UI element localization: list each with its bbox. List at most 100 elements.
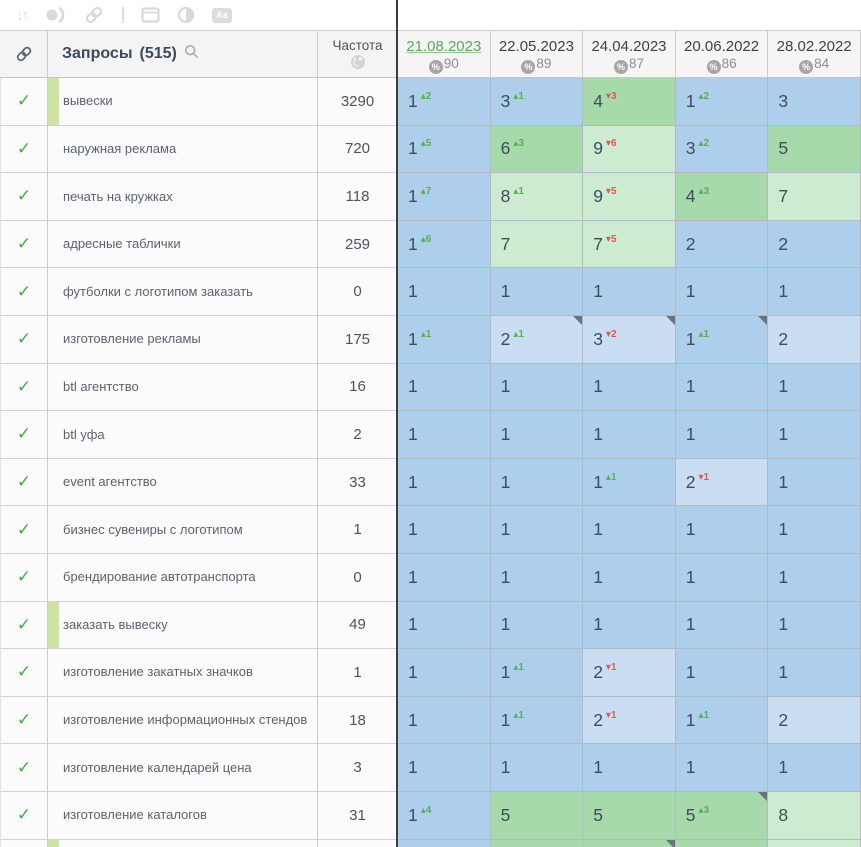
- position-cell[interactable]: 1: [490, 458, 584, 507]
- position-cell[interactable]: 31: [490, 78, 584, 126]
- date-link[interactable]: 21.08.2023: [406, 38, 482, 55]
- keyword-checkbox[interactable]: [0, 696, 48, 745]
- date-column-header[interactable]: 24.04.2023 87: [583, 31, 676, 77]
- position-cell[interactable]: 43: [583, 78, 676, 126]
- header-frequency-cell[interactable]: Частота: [318, 31, 398, 77]
- position-cell[interactable]: 1: [675, 506, 769, 554]
- position-cell[interactable]: 11: [675, 315, 769, 364]
- keyword-cell[interactable]: наружная реклама: [48, 125, 318, 174]
- sort-icon[interactable]: ↓↑: [16, 6, 29, 24]
- keyword-checkbox[interactable]: [0, 125, 48, 174]
- position-cell[interactable]: [583, 839, 676, 847]
- position-cell[interactable]: 1: [398, 506, 491, 554]
- position-cell[interactable]: 1: [675, 268, 769, 316]
- link-icon[interactable]: [83, 4, 105, 26]
- position-cell[interactable]: 1: [675, 411, 769, 459]
- position-cell[interactable]: 96: [583, 125, 676, 174]
- keyword-cell[interactable]: заказать вывеску: [48, 601, 318, 650]
- keyword-checkbox[interactable]: [0, 363, 48, 412]
- position-cell[interactable]: 1: [583, 506, 676, 554]
- date-column-header[interactable]: 20.06.2022 86: [675, 31, 769, 77]
- position-cell[interactable]: 1: [768, 744, 861, 792]
- position-cell[interactable]: 1: [583, 744, 676, 792]
- position-cell[interactable]: 1: [490, 744, 584, 792]
- position-cell[interactable]: 1: [398, 363, 491, 412]
- date-link[interactable]: 22.05.2023: [498, 38, 574, 55]
- position-cell[interactable]: 1: [398, 268, 491, 316]
- position-cell[interactable]: 2: [768, 220, 861, 269]
- date-link[interactable]: 24.04.2023: [591, 38, 667, 55]
- position-cell[interactable]: 1: [768, 458, 861, 507]
- position-cell[interactable]: 21: [583, 696, 676, 745]
- date-column-header[interactable]: 21.08.2023 90: [398, 31, 491, 77]
- keyword-cell[interactable]: [48, 839, 318, 847]
- position-cell[interactable]: 5: [583, 791, 676, 840]
- position-cell[interactable]: 7: [768, 173, 861, 221]
- keyword-cell[interactable]: event агентство: [48, 458, 318, 507]
- position-cell[interactable]: 12: [398, 78, 491, 126]
- position-cell[interactable]: 5: [768, 125, 861, 174]
- keyword-cell[interactable]: изготовление календарей цена: [48, 744, 318, 792]
- keyword-checkbox[interactable]: [0, 791, 48, 840]
- date-column-header[interactable]: 22.05.2023 89: [490, 31, 584, 77]
- position-cell[interactable]: 11: [583, 458, 676, 507]
- position-cell[interactable]: 53: [675, 791, 769, 840]
- position-cell[interactable]: 1: [398, 458, 491, 507]
- keyword-cell[interactable]: бизнес сувениры с логотипом: [48, 506, 318, 554]
- position-cell[interactable]: 12: [675, 78, 769, 126]
- position-cell[interactable]: 1: [675, 649, 769, 697]
- position-cell[interactable]: 81: [490, 173, 584, 221]
- position-cell[interactable]: 8: [768, 791, 861, 840]
- keyword-cell[interactable]: брендирование автотранспорта: [48, 553, 318, 602]
- position-cell[interactable]: 1: [398, 601, 491, 650]
- keyword-checkbox[interactable]: [0, 553, 48, 602]
- keyword-checkbox[interactable]: [0, 78, 48, 126]
- position-cell[interactable]: 14: [398, 791, 491, 840]
- position-cell[interactable]: 1: [490, 506, 584, 554]
- search-icon[interactable]: [184, 44, 199, 64]
- position-cell[interactable]: 1: [583, 601, 676, 650]
- position-cell[interactable]: 1: [675, 744, 769, 792]
- keyword-cell[interactable]: изготовление рекламы: [48, 315, 318, 364]
- keyword-checkbox[interactable]: [0, 315, 48, 364]
- position-cell[interactable]: 1: [490, 363, 584, 412]
- keyword-checkbox[interactable]: [0, 220, 48, 269]
- font-case-icon[interactable]: Aa: [212, 7, 232, 23]
- position-cell[interactable]: 21: [490, 315, 584, 364]
- position-cell[interactable]: 1: [583, 363, 676, 412]
- position-cell[interactable]: 2: [675, 220, 769, 269]
- date-column-header[interactable]: 28.02.2022 84: [768, 31, 861, 77]
- keyword-checkbox[interactable]: [0, 744, 48, 792]
- keyword-checkbox[interactable]: [0, 601, 48, 650]
- position-cell[interactable]: 1: [768, 268, 861, 316]
- position-cell[interactable]: 1: [398, 411, 491, 459]
- snippets-icon[interactable]: [141, 4, 160, 26]
- keyword-checkbox[interactable]: [0, 268, 48, 316]
- position-cell[interactable]: 11: [675, 696, 769, 745]
- position-cell[interactable]: 11: [490, 696, 584, 745]
- position-cell[interactable]: 7: [490, 220, 584, 269]
- keyword-checkbox[interactable]: [0, 839, 48, 847]
- keyword-cell[interactable]: изготовление каталогов: [48, 791, 318, 840]
- position-cell[interactable]: 75: [583, 220, 676, 269]
- position-cell[interactable]: 2: [768, 696, 861, 745]
- position-cell[interactable]: 15: [398, 125, 491, 174]
- keyword-checkbox[interactable]: [0, 411, 48, 459]
- position-cell[interactable]: 11: [490, 649, 584, 697]
- visibility-icon[interactable]: [44, 4, 66, 26]
- keyword-checkbox[interactable]: [0, 458, 48, 507]
- position-cell[interactable]: [398, 839, 491, 847]
- position-cell[interactable]: 1: [583, 411, 676, 459]
- date-link[interactable]: 28.02.2022: [776, 38, 852, 55]
- keyword-checkbox[interactable]: [0, 506, 48, 554]
- position-cell[interactable]: 1: [398, 649, 491, 697]
- date-link[interactable]: 20.06.2022: [684, 38, 760, 55]
- position-cell[interactable]: 16: [398, 220, 491, 269]
- position-cell[interactable]: 3: [768, 78, 861, 126]
- keyword-cell[interactable]: btl агентство: [48, 363, 318, 412]
- position-cell[interactable]: 1: [490, 268, 584, 316]
- keyword-cell[interactable]: печать на кружках: [48, 173, 318, 221]
- position-cell[interactable]: [675, 839, 769, 847]
- position-cell[interactable]: 1: [768, 553, 861, 602]
- keyword-cell[interactable]: btl уфа: [48, 411, 318, 459]
